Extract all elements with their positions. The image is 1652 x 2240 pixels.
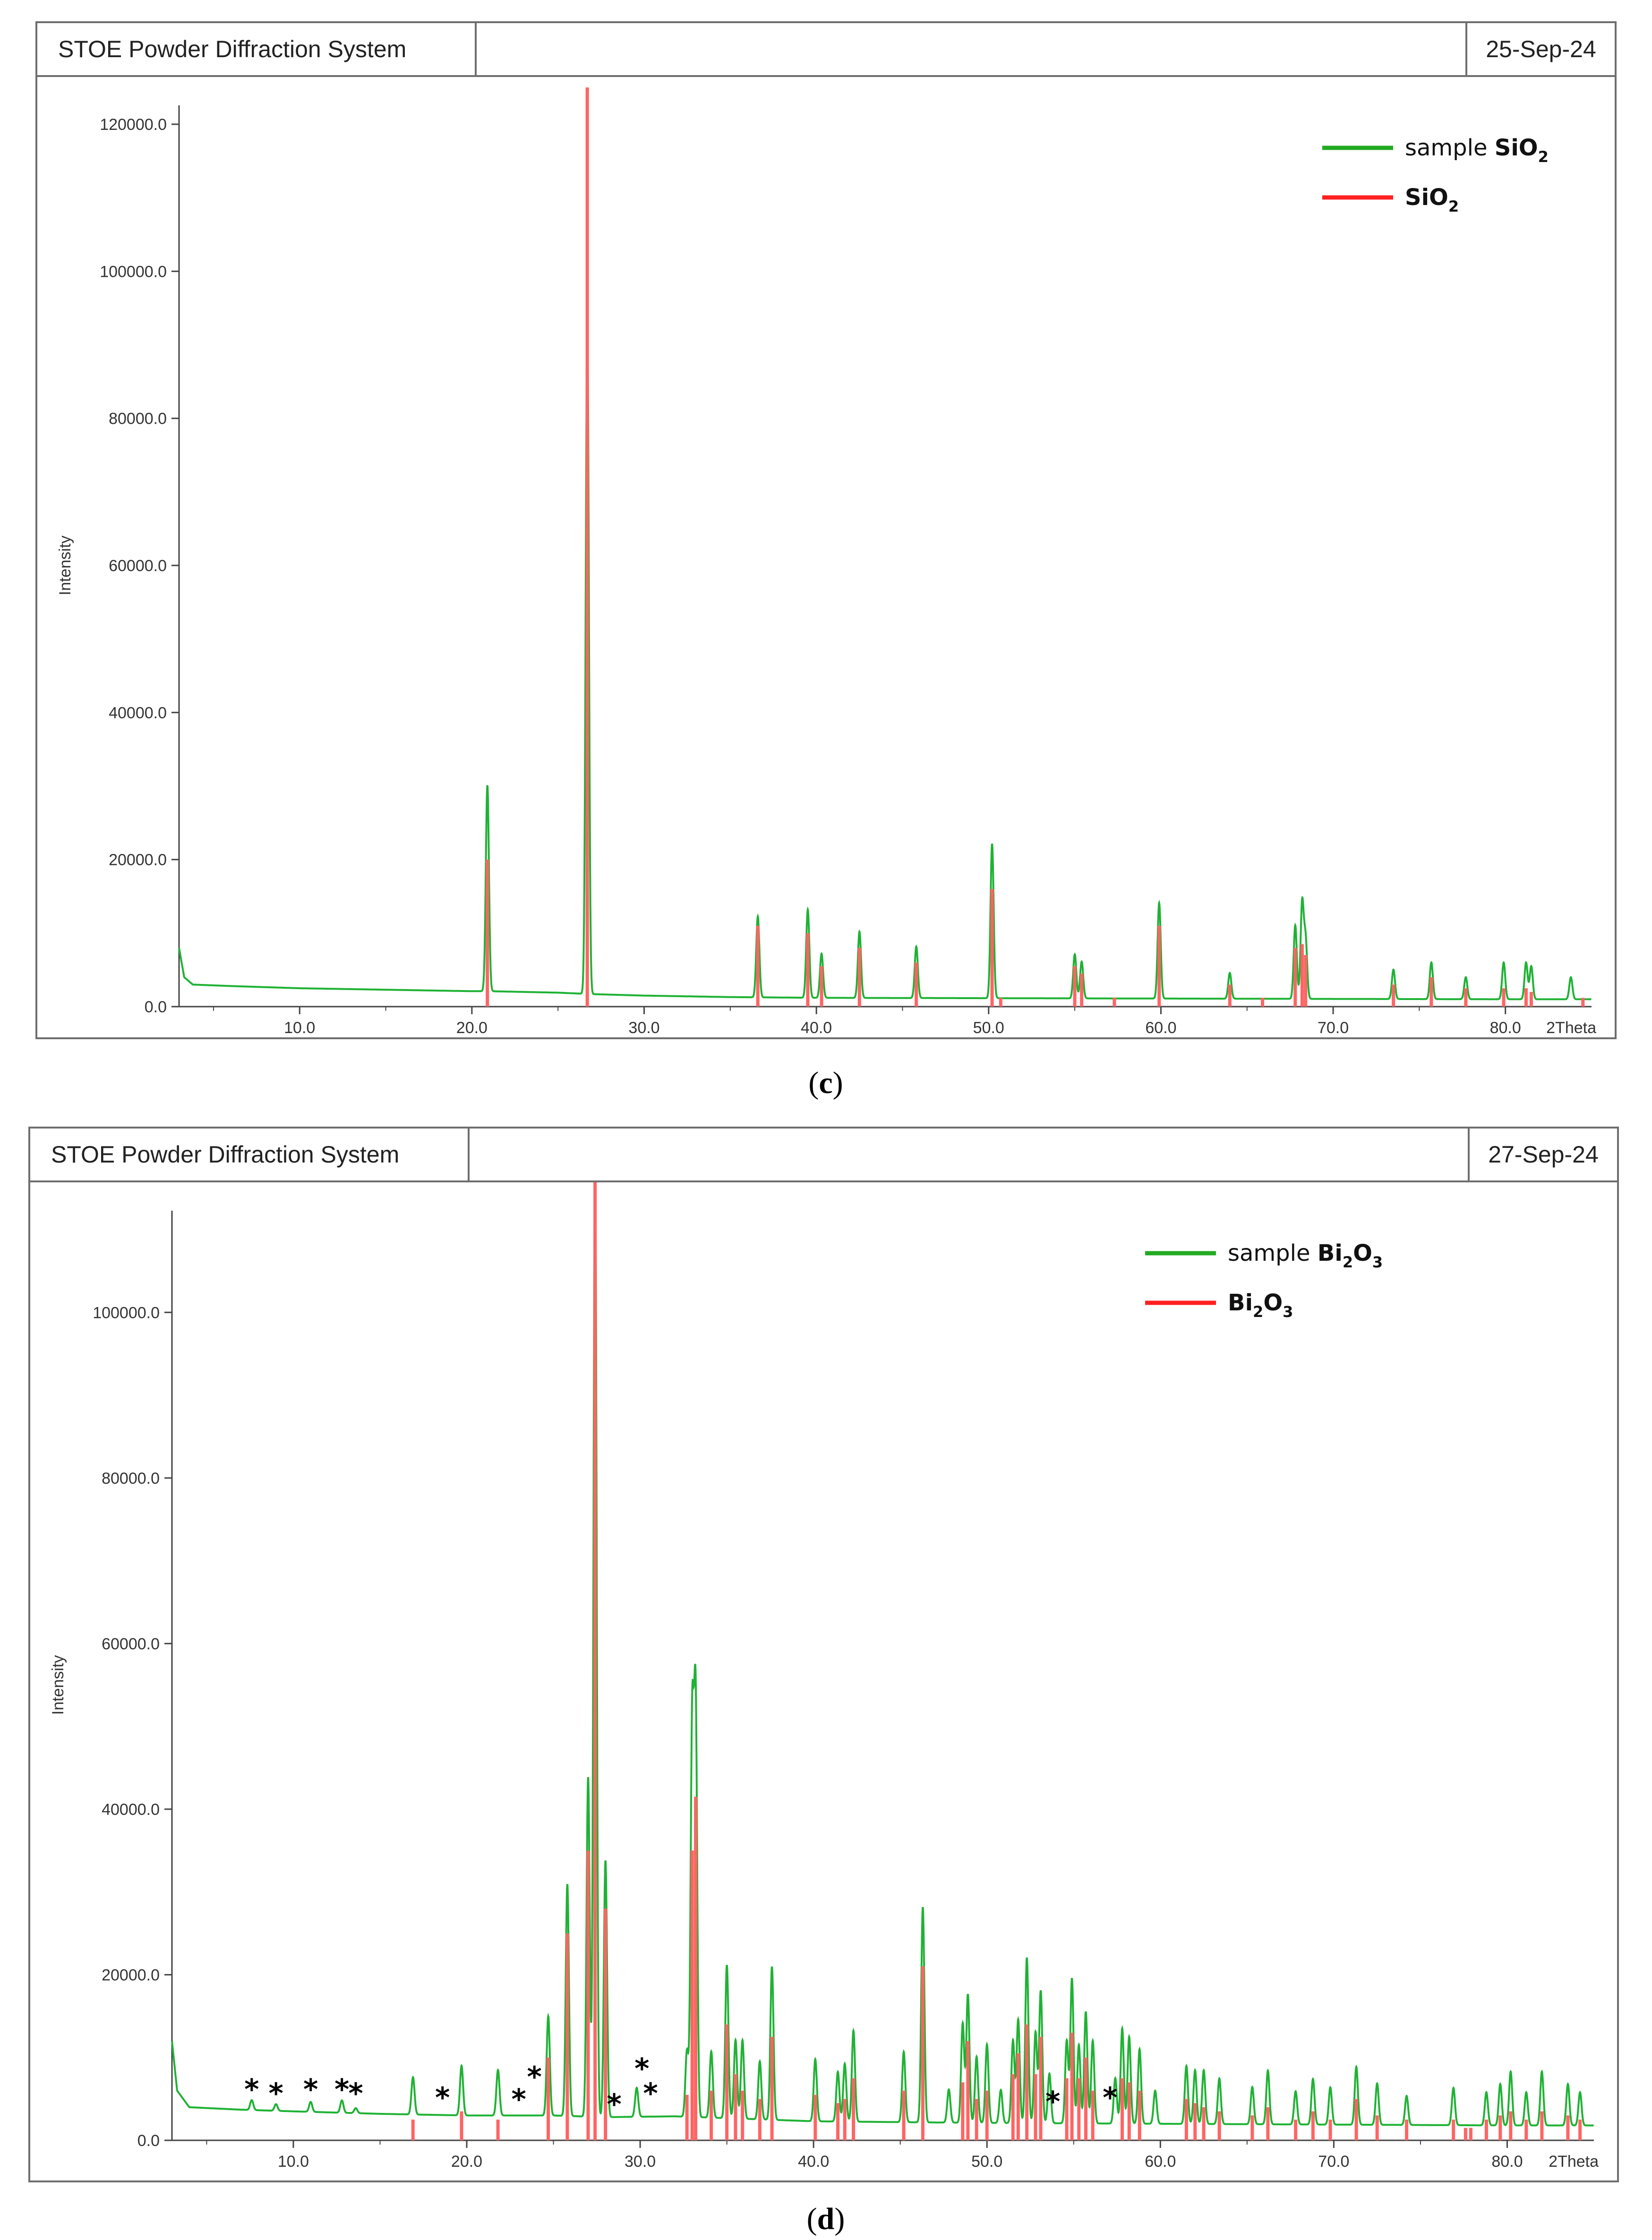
y-tick-label: 80000.0 xyxy=(109,410,167,428)
x-tick-label: 80.0 xyxy=(1490,1019,1521,1037)
x-tick-label: 40.0 xyxy=(798,2153,829,2171)
impurity-marker: * xyxy=(303,2073,318,2106)
legend-subscript: 2 xyxy=(1538,148,1549,166)
impurity-marker: * xyxy=(1103,2081,1117,2114)
legend-subscript: 3 xyxy=(1283,1303,1293,1321)
legend-formula: SiO xyxy=(1405,184,1448,211)
xrd-chart-c: 0.0 20000.0 40000.0 60000.0 80000.0 100000.0 1… xyxy=(56,87,1596,1037)
y-tick-label: 0.0 xyxy=(145,998,167,1016)
impurity-marker: * xyxy=(435,2081,450,2114)
x-axis-label: 2Theta xyxy=(1549,2153,1599,2171)
x-tick-label: 20.0 xyxy=(456,1019,488,1037)
impurity-marker: * xyxy=(348,2077,363,2110)
header-date: 27-Sep-24 xyxy=(1468,1129,1617,1180)
x-tick-label: 30.0 xyxy=(625,2153,656,2171)
x-tick-label: 50.0 xyxy=(971,2153,1002,2171)
panel-letter: c xyxy=(819,1066,833,1100)
x-tick-label: 80.0 xyxy=(1491,2153,1523,2171)
legend-formula: SiO xyxy=(1495,135,1538,161)
legend-subscript: 2 xyxy=(1253,1303,1263,1321)
legend-formula: O xyxy=(1353,1240,1372,1266)
x-tick-label: 70.0 xyxy=(1318,1019,1349,1037)
y-tick-label: 80000.0 xyxy=(102,1470,160,1488)
legend-formula: Bi xyxy=(1228,1290,1253,1316)
y-tick-label: 20000.0 xyxy=(102,1966,160,1984)
impurity-marker: * xyxy=(334,2073,349,2106)
sample-pattern-line xyxy=(178,317,1592,1000)
x-tick-label: 60.0 xyxy=(1145,2153,1176,2171)
panel-letter: d xyxy=(817,2202,835,2236)
x-tick-label: 70.0 xyxy=(1318,2153,1349,2171)
header-date: 25-Sep-24 xyxy=(1465,23,1615,75)
xrd-chart-d: 0.0 20000.0 40000.0 60000.0 80000.0 100000.0 1… xyxy=(49,1182,1599,2171)
y-axis-label: Intensity xyxy=(56,536,74,596)
header-title: STOE Powder Diffraction System xyxy=(30,1129,470,1180)
y-tick-label: 100000.0 xyxy=(100,263,167,281)
legend-label: SiO2 xyxy=(1405,184,1459,215)
x-tick-label: 20.0 xyxy=(451,2153,482,2171)
impurity-marker: * xyxy=(244,2073,259,2106)
panel-header: STOE Powder Diffraction System 25-Sep-24 xyxy=(37,23,1615,77)
x-tick-label: 50.0 xyxy=(973,1019,1004,1037)
y-tick-label: 40000.0 xyxy=(109,704,167,722)
impurity-marker: * xyxy=(1045,2086,1060,2119)
legend-label: sample SiO2 xyxy=(1405,135,1549,166)
x-tick-label: 10.0 xyxy=(278,2153,309,2171)
impurity-marker: * xyxy=(607,2088,621,2121)
legend-subscript: 2 xyxy=(1448,197,1459,215)
impurity-marker: * xyxy=(511,2083,526,2116)
legend-formula: O xyxy=(1263,1290,1283,1316)
legend-label: sample Bi2O3 xyxy=(1228,1240,1383,1271)
y-tick-label: 60000.0 xyxy=(109,557,167,575)
y-tick-label: 100000.0 xyxy=(93,1304,160,1322)
legend-text: sample xyxy=(1228,1240,1318,1266)
legend-subscript: 3 xyxy=(1372,1253,1383,1271)
y-tick-label: 0.0 xyxy=(137,2132,160,2150)
impurity-marker: * xyxy=(634,2052,649,2086)
reference-sticks xyxy=(486,87,1585,1007)
impurity-marker: * xyxy=(269,2077,283,2110)
impurity-marker: * xyxy=(527,2060,541,2094)
x-tick-label: 30.0 xyxy=(628,1019,659,1037)
panel-d: STOE Powder Diffraction System 27-Sep-24… xyxy=(28,1127,1619,2182)
x-axis-label: 2Theta xyxy=(1546,1019,1596,1037)
sample-pattern-line xyxy=(171,1182,1594,2127)
legend-label: Bi2O3 xyxy=(1228,1290,1293,1321)
y-tick-label: 60000.0 xyxy=(102,1635,160,1653)
y-tick-label: 40000.0 xyxy=(102,1801,160,1819)
y-axis-label: Intensity xyxy=(49,1655,67,1715)
y-tick-label: 20000.0 xyxy=(109,851,167,869)
legend-subscript: 2 xyxy=(1343,1253,1353,1271)
panel-label-d: (d) xyxy=(806,2202,845,2236)
reference-sticks xyxy=(411,1182,1582,2140)
y-tick-label: 120000.0 xyxy=(100,116,167,134)
legend-text: sample xyxy=(1405,135,1495,161)
x-tick-label: 10.0 xyxy=(284,1019,315,1037)
legend-formula: Bi xyxy=(1318,1240,1343,1266)
panel-label-c: (c) xyxy=(808,1066,843,1100)
header-title: STOE Powder Diffraction System xyxy=(37,23,477,75)
x-tick-label: 60.0 xyxy=(1145,1019,1176,1037)
x-tick-label: 40.0 xyxy=(801,1019,832,1037)
panel-header: STOE Powder Diffraction System 27-Sep-24 xyxy=(30,1129,1617,1182)
panel-c: STOE Powder Diffraction System 25-Sep-24… xyxy=(35,21,1617,1039)
impurity-marker: * xyxy=(643,2077,658,2110)
